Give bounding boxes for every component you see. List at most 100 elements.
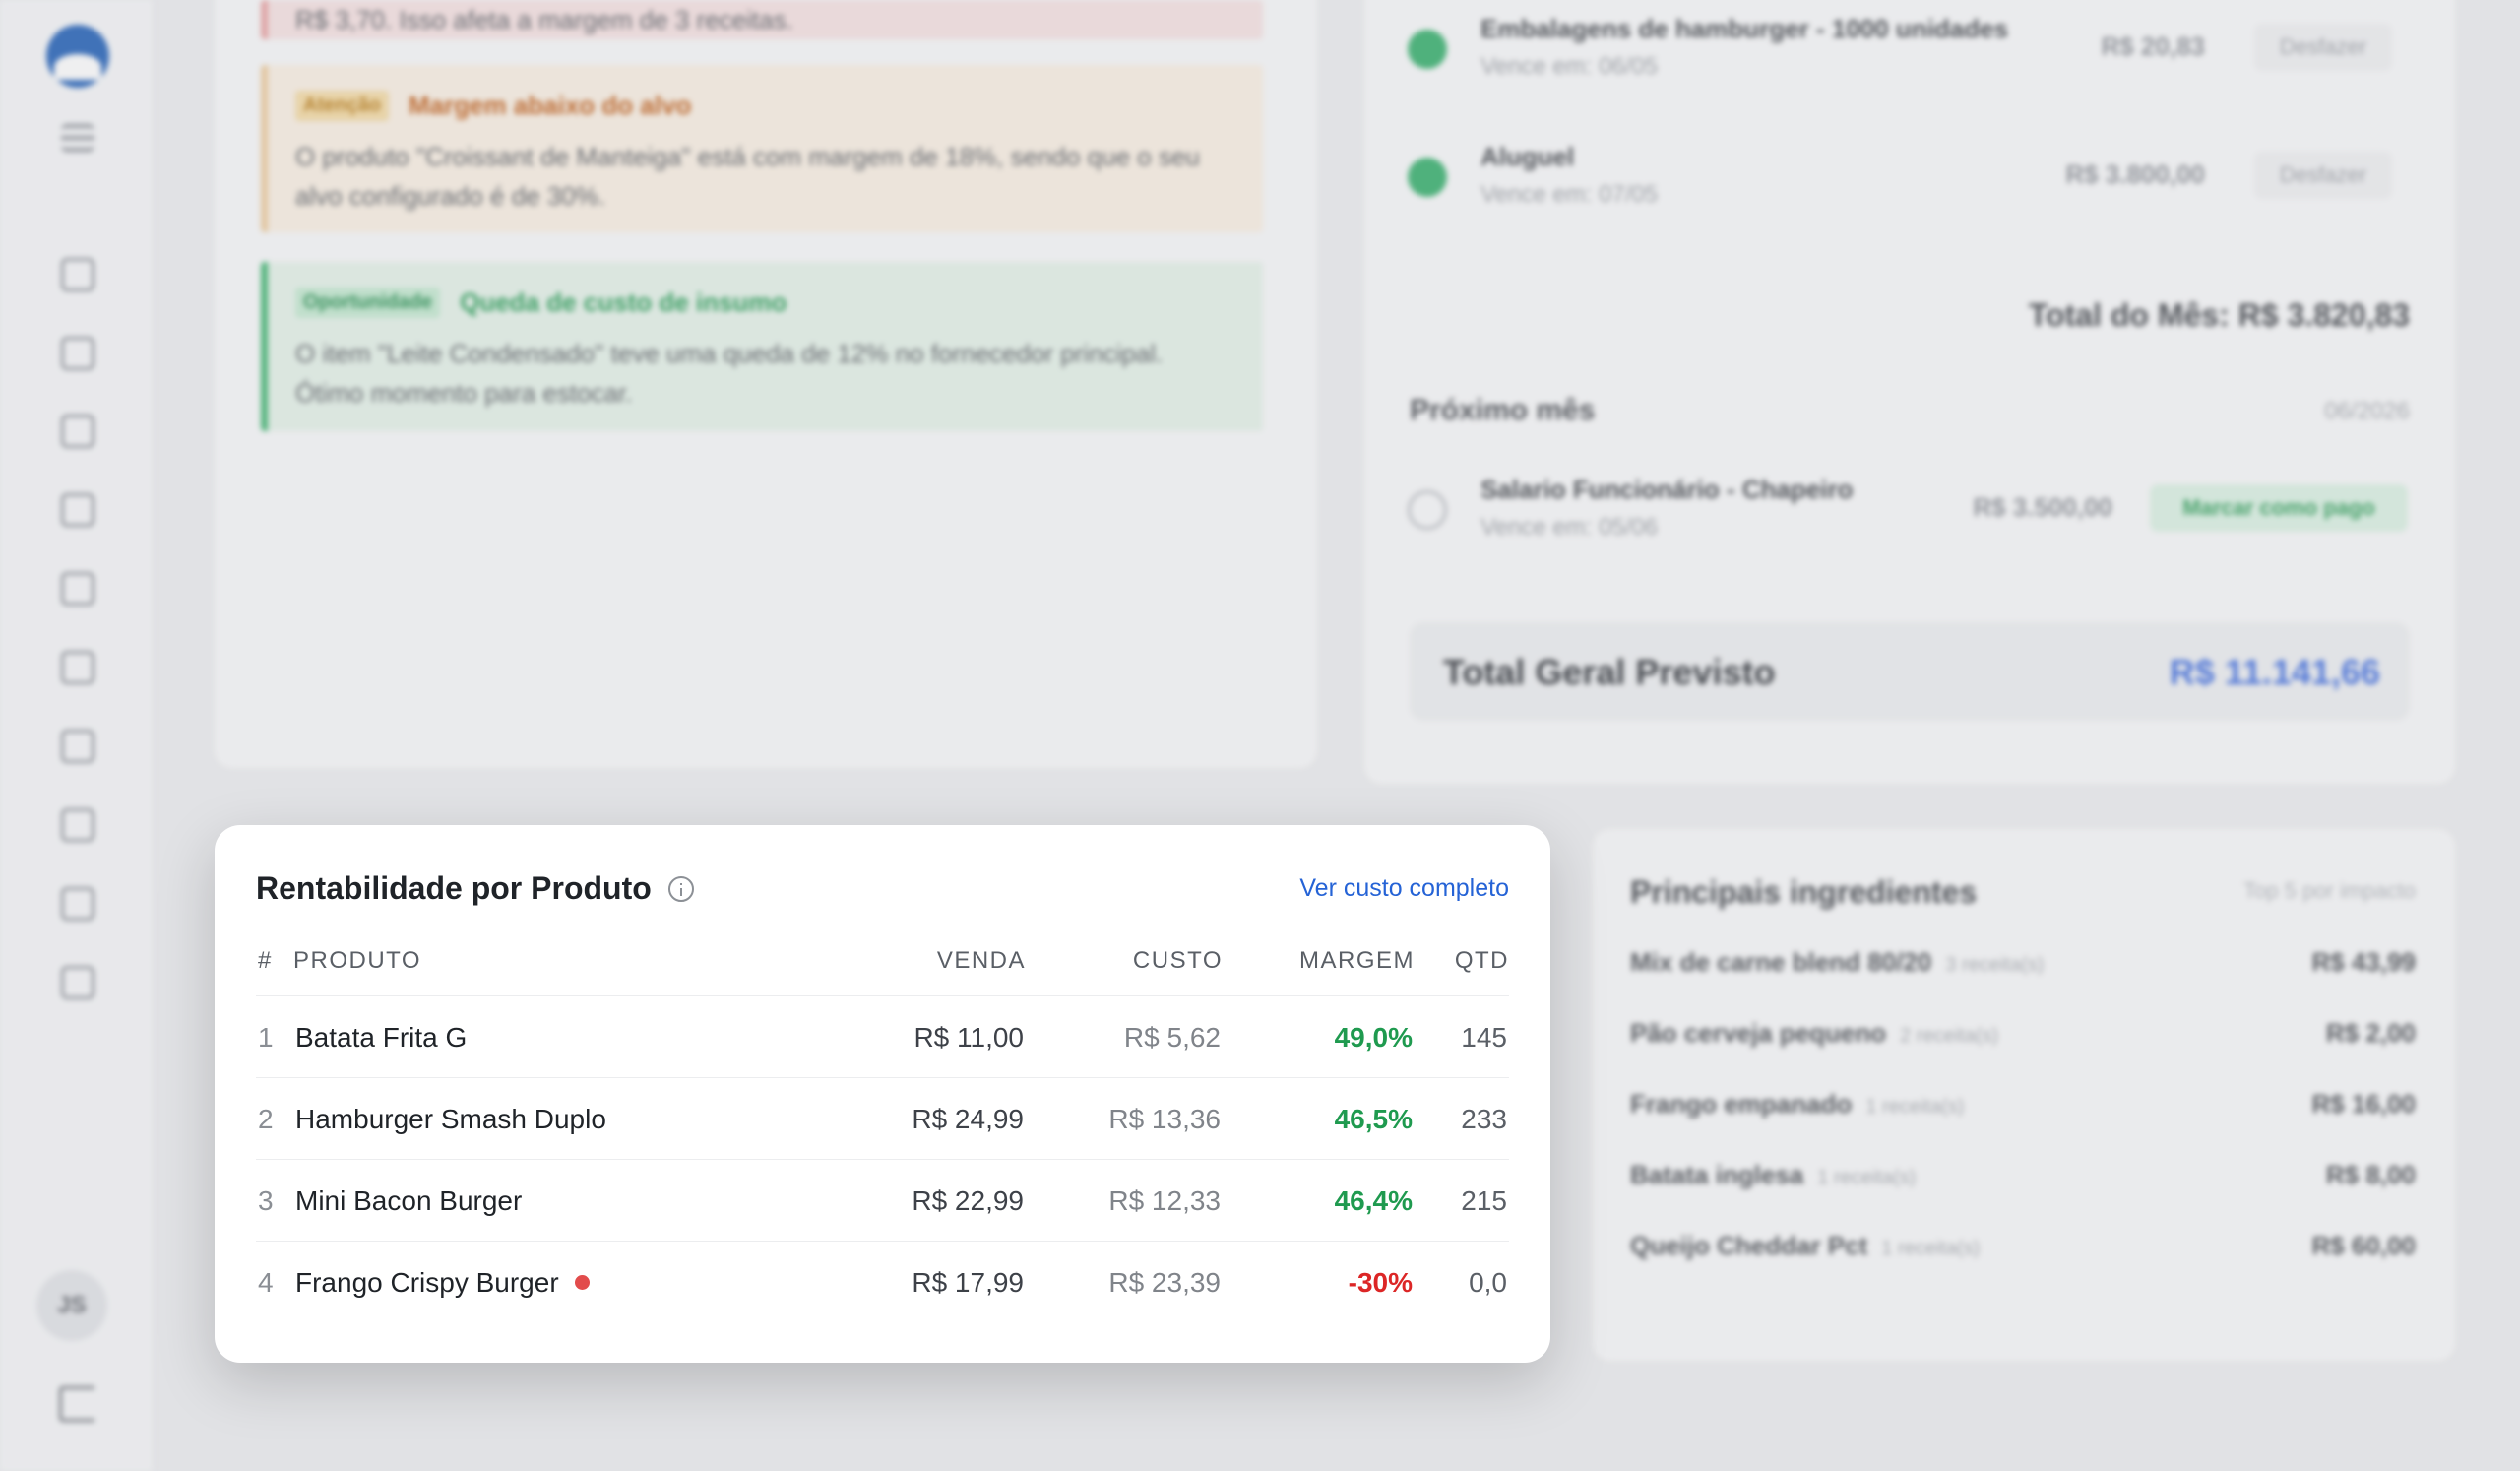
logout-icon[interactable] <box>59 1386 94 1422</box>
bill-row: Salario Funcionário - Chapeiro Vence em:… <box>1408 475 2408 553</box>
ingredient-name: Pão cerveja pequeno <box>1630 1018 1887 1048</box>
alert-warning: Atenção Margem abaixo do alvo O produto … <box>261 65 1263 232</box>
bill-title: Embalagens de hamburger - 1000 unidades <box>1480 14 2009 43</box>
box-icon[interactable] <box>61 808 94 842</box>
ingredient-row: Mix de carne blend 80/20 3 receita(s) R$ 4… <box>1630 947 2416 987</box>
alert-warning-tag: Atenção <box>295 91 389 121</box>
row-index: 3 <box>258 1185 274 1216</box>
bill-row: Aluguel Vence em: 07/05 R$ 3.800,00 Desf… <box>1408 142 2412 221</box>
ingredients-panel <box>1593 829 2455 1361</box>
ingredient-name: Queijo Cheddar Pct <box>1630 1231 1868 1260</box>
avatar[interactable]: JS <box>36 1270 107 1341</box>
ingredient-recipes: 1 receita(s) <box>1817 1167 1917 1188</box>
month-total: Total do Mês: R$ 3.820,83 <box>2028 297 2410 333</box>
alert-warning-title: Margem abaixo do alvo <box>408 91 692 120</box>
ingredients-subtitle: Top 5 por impacto <box>2243 878 2416 903</box>
unchecked-icon[interactable] <box>1408 490 1447 530</box>
dashboard-icon[interactable] <box>61 258 94 291</box>
sale-price: R$ 11,00 <box>914 1022 1024 1053</box>
alert-opportunity: Oportunidade Queda de custo de insumo O … <box>261 262 1263 431</box>
bill-title: Aluguel <box>1480 142 1575 171</box>
info-icon[interactable] <box>668 876 694 902</box>
flask-icon[interactable] <box>61 887 94 921</box>
check-icon[interactable] <box>1408 30 1447 69</box>
cash-icon[interactable] <box>61 651 94 684</box>
table-row[interactable]: 3 Mini Bacon Burger R$ 22,99 R$ 12,33 46… <box>256 1159 1509 1241</box>
margin-value: 49,0% <box>1334 1022 1413 1053</box>
cost-value: R$ 5,62 <box>1123 1022 1221 1053</box>
store-icon[interactable] <box>61 415 94 448</box>
bill-due: Vence em: 06/05 <box>1480 53 1659 80</box>
product-name: Batata Frita G <box>295 1022 468 1053</box>
alert-warning-body: O produto "Croissant de Manteiga" está c… <box>295 142 1200 211</box>
undo-button[interactable]: Desfazer <box>2254 24 2392 71</box>
sale-price: R$ 17,99 <box>912 1267 1024 1298</box>
bill-due: Vence em: 05/06 <box>1480 514 1659 541</box>
quantity-value: 0,0 <box>1469 1267 1507 1298</box>
ingredient-value: R$ 60,00 <box>2311 1231 2416 1260</box>
column-header-sale: VENDA <box>936 947 1026 974</box>
bill-title: Salario Funcionário - Chapeiro <box>1480 475 1854 504</box>
calendar-icon[interactable] <box>61 337 94 370</box>
ingredient-row: Pão cerveja pequeno 2 receita(s) R$ 2,00 <box>1630 1018 2416 1057</box>
check-icon[interactable] <box>1408 158 1447 197</box>
alert-top: R$ 3,70. Isso afeta a margem de 3 receit… <box>261 0 1263 39</box>
next-month-date: 06/2026 <box>2324 398 2410 424</box>
alert-opportunity-title: Queda de custo de insumo <box>460 288 788 317</box>
sale-price: R$ 24,99 <box>912 1104 1024 1134</box>
ingredient-recipes: 3 receita(s) <box>1945 954 2045 976</box>
column-header-margin: MARGEM <box>1299 947 1415 974</box>
chart-icon[interactable] <box>61 493 94 527</box>
product-name: Mini Bacon Burger <box>295 1185 523 1216</box>
ingredient-value: R$ 2,00 <box>2325 1018 2416 1048</box>
view-full-cost-link[interactable]: Ver custo completo <box>1299 874 1509 902</box>
quantity-value: 233 <box>1461 1104 1507 1134</box>
bill-due: Vence em: 07/05 <box>1480 181 1659 208</box>
margin-value: 46,4% <box>1334 1185 1413 1216</box>
cost-value: R$ 12,33 <box>1108 1185 1221 1216</box>
ingredient-row: Frango empanado 1 receita(s) R$ 16,00 <box>1630 1089 2416 1128</box>
ingredient-name: Frango empanado <box>1630 1089 1853 1119</box>
quantity-value: 145 <box>1461 1022 1507 1053</box>
grand-total-value: R$ 11.141,66 <box>2169 652 2380 692</box>
basket-icon[interactable] <box>61 730 94 763</box>
product-name: Frango Crispy Burger <box>295 1267 559 1298</box>
column-header-qty: QTD <box>1454 947 1509 974</box>
bill-value: R$ 3.800,00 <box>2065 160 2205 189</box>
row-index: 4 <box>258 1267 274 1298</box>
column-header-product: PRODUTO <box>293 947 422 974</box>
table-row[interactable]: 2 Hamburger Smash Duplo R$ 24,99 R$ 13,3… <box>256 1077 1509 1159</box>
sidebar: JS <box>0 0 154 1471</box>
grand-total-label: Total Geral Previsto <box>1443 652 1776 692</box>
row-index: 1 <box>258 1022 274 1053</box>
next-month-label: Próximo mês <box>1410 394 1596 426</box>
product-name-cell: Frango Crispy Burger <box>295 1242 590 1323</box>
ingredient-row: Batata inglesa 1 receita(s) R$ 8,00 <box>1630 1160 2416 1199</box>
quantity-value: 215 <box>1461 1185 1507 1216</box>
table-row[interactable]: 4 Frango Crispy Burger R$ 17,99 R$ 23,39… <box>256 1241 1509 1322</box>
undo-button[interactable]: Desfazer <box>2254 152 2392 199</box>
ingredient-name: Mix de carne blend 80/20 <box>1630 947 1932 977</box>
table-row[interactable]: 1 Batata Frita G R$ 11,00 R$ 5,62 49,0% … <box>256 995 1509 1077</box>
card-title: Rentabilidade por Produto <box>256 870 652 906</box>
ingredients-title: Principais ingredientes <box>1630 874 1978 910</box>
margin-value: 46,5% <box>1334 1104 1413 1134</box>
ingredient-recipes: 1 receita(s) <box>1881 1238 1981 1259</box>
ingredient-row: Queijo Cheddar Pct 1 receita(s) R$ 60,00 <box>1630 1231 2416 1270</box>
alert-top-text: R$ 3,70. Isso afeta a margem de 3 receit… <box>295 5 793 34</box>
row-index: 2 <box>258 1104 274 1134</box>
alert-opportunity-tag: Oportunidade <box>295 288 441 318</box>
document-icon[interactable] <box>61 572 94 606</box>
margin-value: -30% <box>1348 1267 1413 1298</box>
sale-price: R$ 22,99 <box>912 1185 1024 1216</box>
menu-icon[interactable] <box>61 124 94 152</box>
warning-dot-icon <box>574 1275 590 1291</box>
grand-total-box: Total Geral Previsto R$ 11.141,66 <box>1410 622 2410 721</box>
ingredient-value: R$ 43,99 <box>2311 947 2416 977</box>
column-header-cost: CUSTO <box>1132 947 1223 974</box>
bill-row: Embalagens de hamburger - 1000 unidades … <box>1408 14 2412 93</box>
bill-value: R$ 3.500,00 <box>1973 492 2112 522</box>
chat-icon[interactable] <box>61 966 94 999</box>
mark-paid-button[interactable]: Marcar como pago <box>2150 484 2408 532</box>
